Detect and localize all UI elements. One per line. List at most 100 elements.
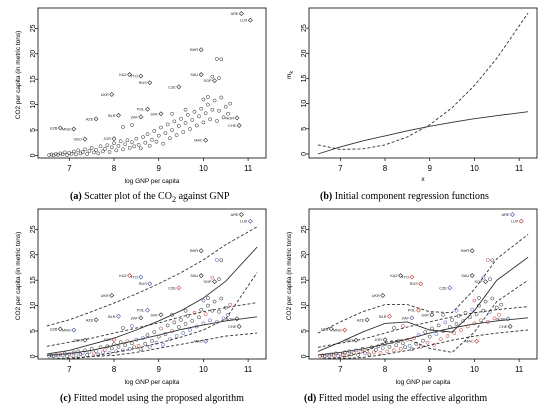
data-point-a (112, 141, 116, 146)
data-point-a (105, 143, 110, 148)
data-point-a (82, 136, 88, 142)
x-axis-label-a: log GNP per capita (125, 178, 180, 185)
data-point-c (219, 296, 224, 301)
y-tick-label-a: 25 (30, 24, 37, 32)
y-tick-label-c: 15 (30, 276, 37, 284)
data-point-d (477, 296, 481, 300)
data-point-c (121, 348, 125, 353)
plot-frame-d (308, 208, 538, 360)
data-point-d (385, 349, 390, 354)
data-point-c (57, 326, 63, 332)
point-label-d: CZE (439, 286, 447, 290)
point-label-a: RUS (139, 81, 147, 85)
plot-frame-c (37, 208, 267, 360)
y-tick-label-a: 10 (30, 101, 37, 109)
data-point-d (474, 338, 480, 344)
data-point-a (168, 136, 172, 141)
data-point-a (212, 78, 218, 84)
data-point-d (472, 298, 477, 303)
point-label-a: BHR (190, 48, 198, 52)
data-point-a (62, 150, 67, 155)
data-point-a (89, 145, 94, 150)
data-point-c (210, 275, 215, 280)
data-point-a (145, 132, 150, 136)
data-point-c (154, 340, 159, 345)
y-tick-label-d: 15 (301, 276, 308, 284)
data-point-d (401, 324, 405, 328)
data-point-a (221, 115, 226, 120)
point-label-d: UKR (372, 294, 380, 298)
y-tick-label-b: 10 (301, 100, 308, 108)
data-point-a (208, 117, 212, 122)
data-point-a (118, 139, 123, 144)
data-point-a (54, 152, 58, 156)
data-point-c (188, 328, 192, 332)
data-point-d (479, 318, 483, 323)
data-point-c (138, 315, 144, 321)
data-point-a (228, 101, 233, 106)
point-label-c: SVK (150, 313, 158, 317)
data-point-a (138, 114, 144, 120)
point-label-d: SGP (475, 280, 483, 284)
data-point-a (80, 150, 85, 154)
data-point-c (98, 345, 103, 350)
panel-a: 7 8 9 10 11 0 5 10 15 20 25 log GNP per capita CO2 p… (15, 7, 267, 185)
data-point-c (103, 347, 107, 352)
data-point-a (206, 102, 210, 107)
point-label-d: LUX (511, 220, 519, 224)
data-point-d (481, 275, 486, 280)
data-point-a (210, 107, 215, 112)
point-label-c: NOR (226, 317, 235, 321)
point-label-d: KAZ (390, 274, 398, 278)
x-tick-label-d: 10 (470, 365, 479, 374)
data-point-a (203, 111, 208, 116)
y-tick-label-d: 25 (301, 225, 308, 233)
data-point-a (121, 147, 125, 152)
point-label-d: ZAF (402, 316, 410, 320)
curve-c-5 (46, 332, 258, 360)
plot-frame-b (308, 7, 538, 159)
data-point-a (107, 150, 112, 154)
point-label-c: ZAF (131, 316, 139, 320)
data-point-a (172, 119, 177, 124)
data-point-d (416, 307, 421, 313)
x-axis-label-b: x (421, 176, 425, 183)
data-point-a (176, 84, 182, 90)
point-label-c: RUS (139, 282, 147, 286)
point-label-a: BLR (108, 114, 116, 118)
data-point-d (331, 353, 336, 358)
data-point-a (219, 57, 224, 62)
data-point-a (125, 138, 130, 143)
data-point-c (112, 342, 116, 347)
data-point-d (507, 324, 513, 329)
data-point-a (121, 125, 125, 129)
data-point-c (127, 273, 133, 279)
data-point-d (365, 349, 369, 353)
data-point-a (183, 121, 188, 125)
data-point-c (217, 277, 221, 282)
data-point-d (454, 322, 459, 326)
y-tick-label-a: 0 (30, 153, 37, 157)
data-point-d (367, 352, 372, 357)
x-tick-label-a: 11 (244, 164, 253, 173)
data-point-d (439, 337, 443, 342)
x-axis-label-c: log GNP per capita (125, 379, 180, 386)
x-tick-label-d: 8 (383, 365, 388, 374)
caption-d-text: Fitted model using the effective algorit… (318, 393, 488, 404)
data-point-a (179, 116, 183, 121)
point-label-a: POL (137, 108, 145, 112)
data-point-c (92, 351, 96, 356)
data-point-d (497, 312, 501, 317)
data-point-a (123, 142, 128, 147)
point-label-a: NOR (226, 116, 235, 120)
data-point-a (69, 152, 74, 156)
data-point-c (217, 309, 221, 314)
data-point-c (161, 342, 166, 347)
data-point-d (494, 305, 499, 310)
data-point-a (206, 95, 210, 99)
y-tick-label-a: 20 (30, 50, 37, 58)
data-point-d (392, 326, 396, 330)
curve-c-1 (46, 226, 258, 327)
data-point-a (114, 148, 119, 153)
curve-d-3 (317, 317, 529, 356)
